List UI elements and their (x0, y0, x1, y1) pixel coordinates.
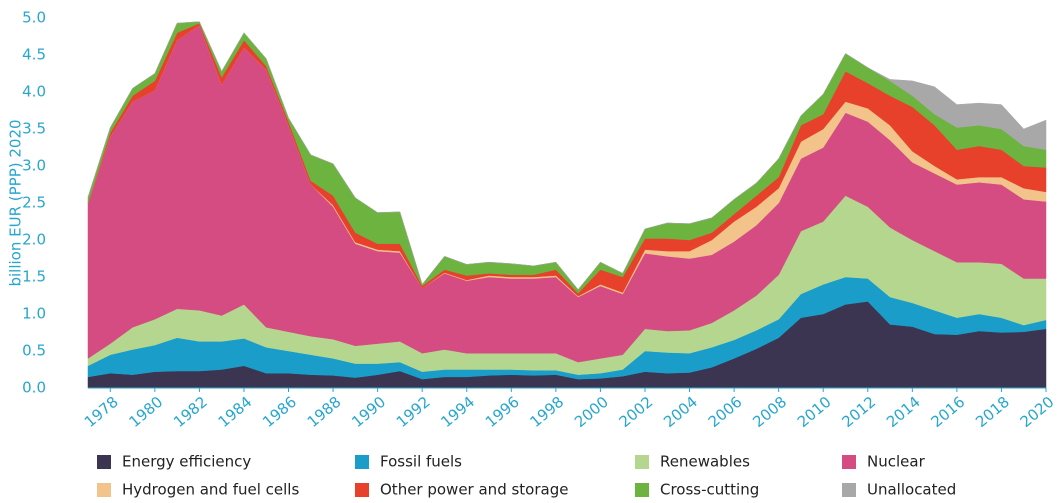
legend-label: Cross-cutting (660, 481, 759, 499)
legend-swatch (97, 455, 111, 469)
x-tick-label: 2006 (705, 393, 746, 431)
y-axis-label: billion EUR (PPP) 2020 (7, 119, 25, 286)
y-tick-label: 0.5 (22, 342, 46, 360)
y-tick-label: 3.5 (22, 120, 46, 138)
y-tick-label: 3.0 (22, 157, 46, 175)
legend-swatch (355, 455, 369, 469)
y-tick-label: 4.0 (22, 83, 46, 101)
y-tick-label: 2.0 (22, 231, 46, 249)
legend-swatch (635, 483, 649, 497)
y-tick-label: 1.0 (22, 305, 46, 323)
x-tick-label: 1988 (304, 393, 345, 431)
legend-label: Hydrogen and fuel cells (122, 481, 299, 499)
x-tick-label: 2010 (794, 393, 835, 431)
legend-swatch (635, 455, 649, 469)
legend-label: Unallocated (867, 481, 956, 499)
x-tick-label: 2014 (883, 393, 924, 431)
legend-swatch (97, 483, 111, 497)
x-tick-label: 1996 (482, 393, 523, 431)
legend-swatch (842, 483, 856, 497)
legend-swatch (355, 483, 369, 497)
x-tick-label: 2016 (928, 393, 969, 431)
x-tick-label: 1992 (393, 393, 434, 431)
areas (87, 21, 1047, 389)
y-tick-label: 5.0 (22, 9, 46, 27)
x-tick-label: 1984 (215, 393, 256, 431)
x-tick-label: 2004 (660, 393, 701, 431)
x-tick-label: 2008 (749, 393, 790, 431)
x-tick-label: 2000 (571, 393, 612, 431)
x-tick-label: 2018 (972, 393, 1013, 431)
y-tick-label: 0.0 (22, 379, 46, 397)
x-tick-label: 2012 (838, 393, 879, 431)
legend-label: Renewables (660, 453, 750, 471)
x-tick-label: 1990 (348, 393, 389, 431)
legend-label: Fossil fuels (380, 453, 462, 471)
y-tick-label: 1.5 (22, 268, 46, 286)
y-tick-label: 4.5 (22, 46, 46, 64)
legend-label: Nuclear (867, 453, 926, 471)
x-tick-label: 1986 (259, 393, 300, 431)
y-tick-label: 2.5 (22, 194, 46, 212)
x-tick-label: 1978 (81, 393, 122, 431)
legend-swatch (842, 455, 856, 469)
legend-label: Other power and storage (380, 481, 568, 499)
x-tick-label: 1998 (527, 393, 568, 431)
x-tick-label: 2002 (616, 393, 657, 431)
x-tick-label: 2020 (1017, 393, 1058, 431)
x-tick-label: 1994 (437, 393, 478, 431)
x-tick-label: 1982 (170, 393, 211, 431)
x-tick-label: 1980 (125, 393, 166, 431)
area (87, 21, 1047, 290)
legend-label: Energy efficiency (122, 453, 251, 471)
